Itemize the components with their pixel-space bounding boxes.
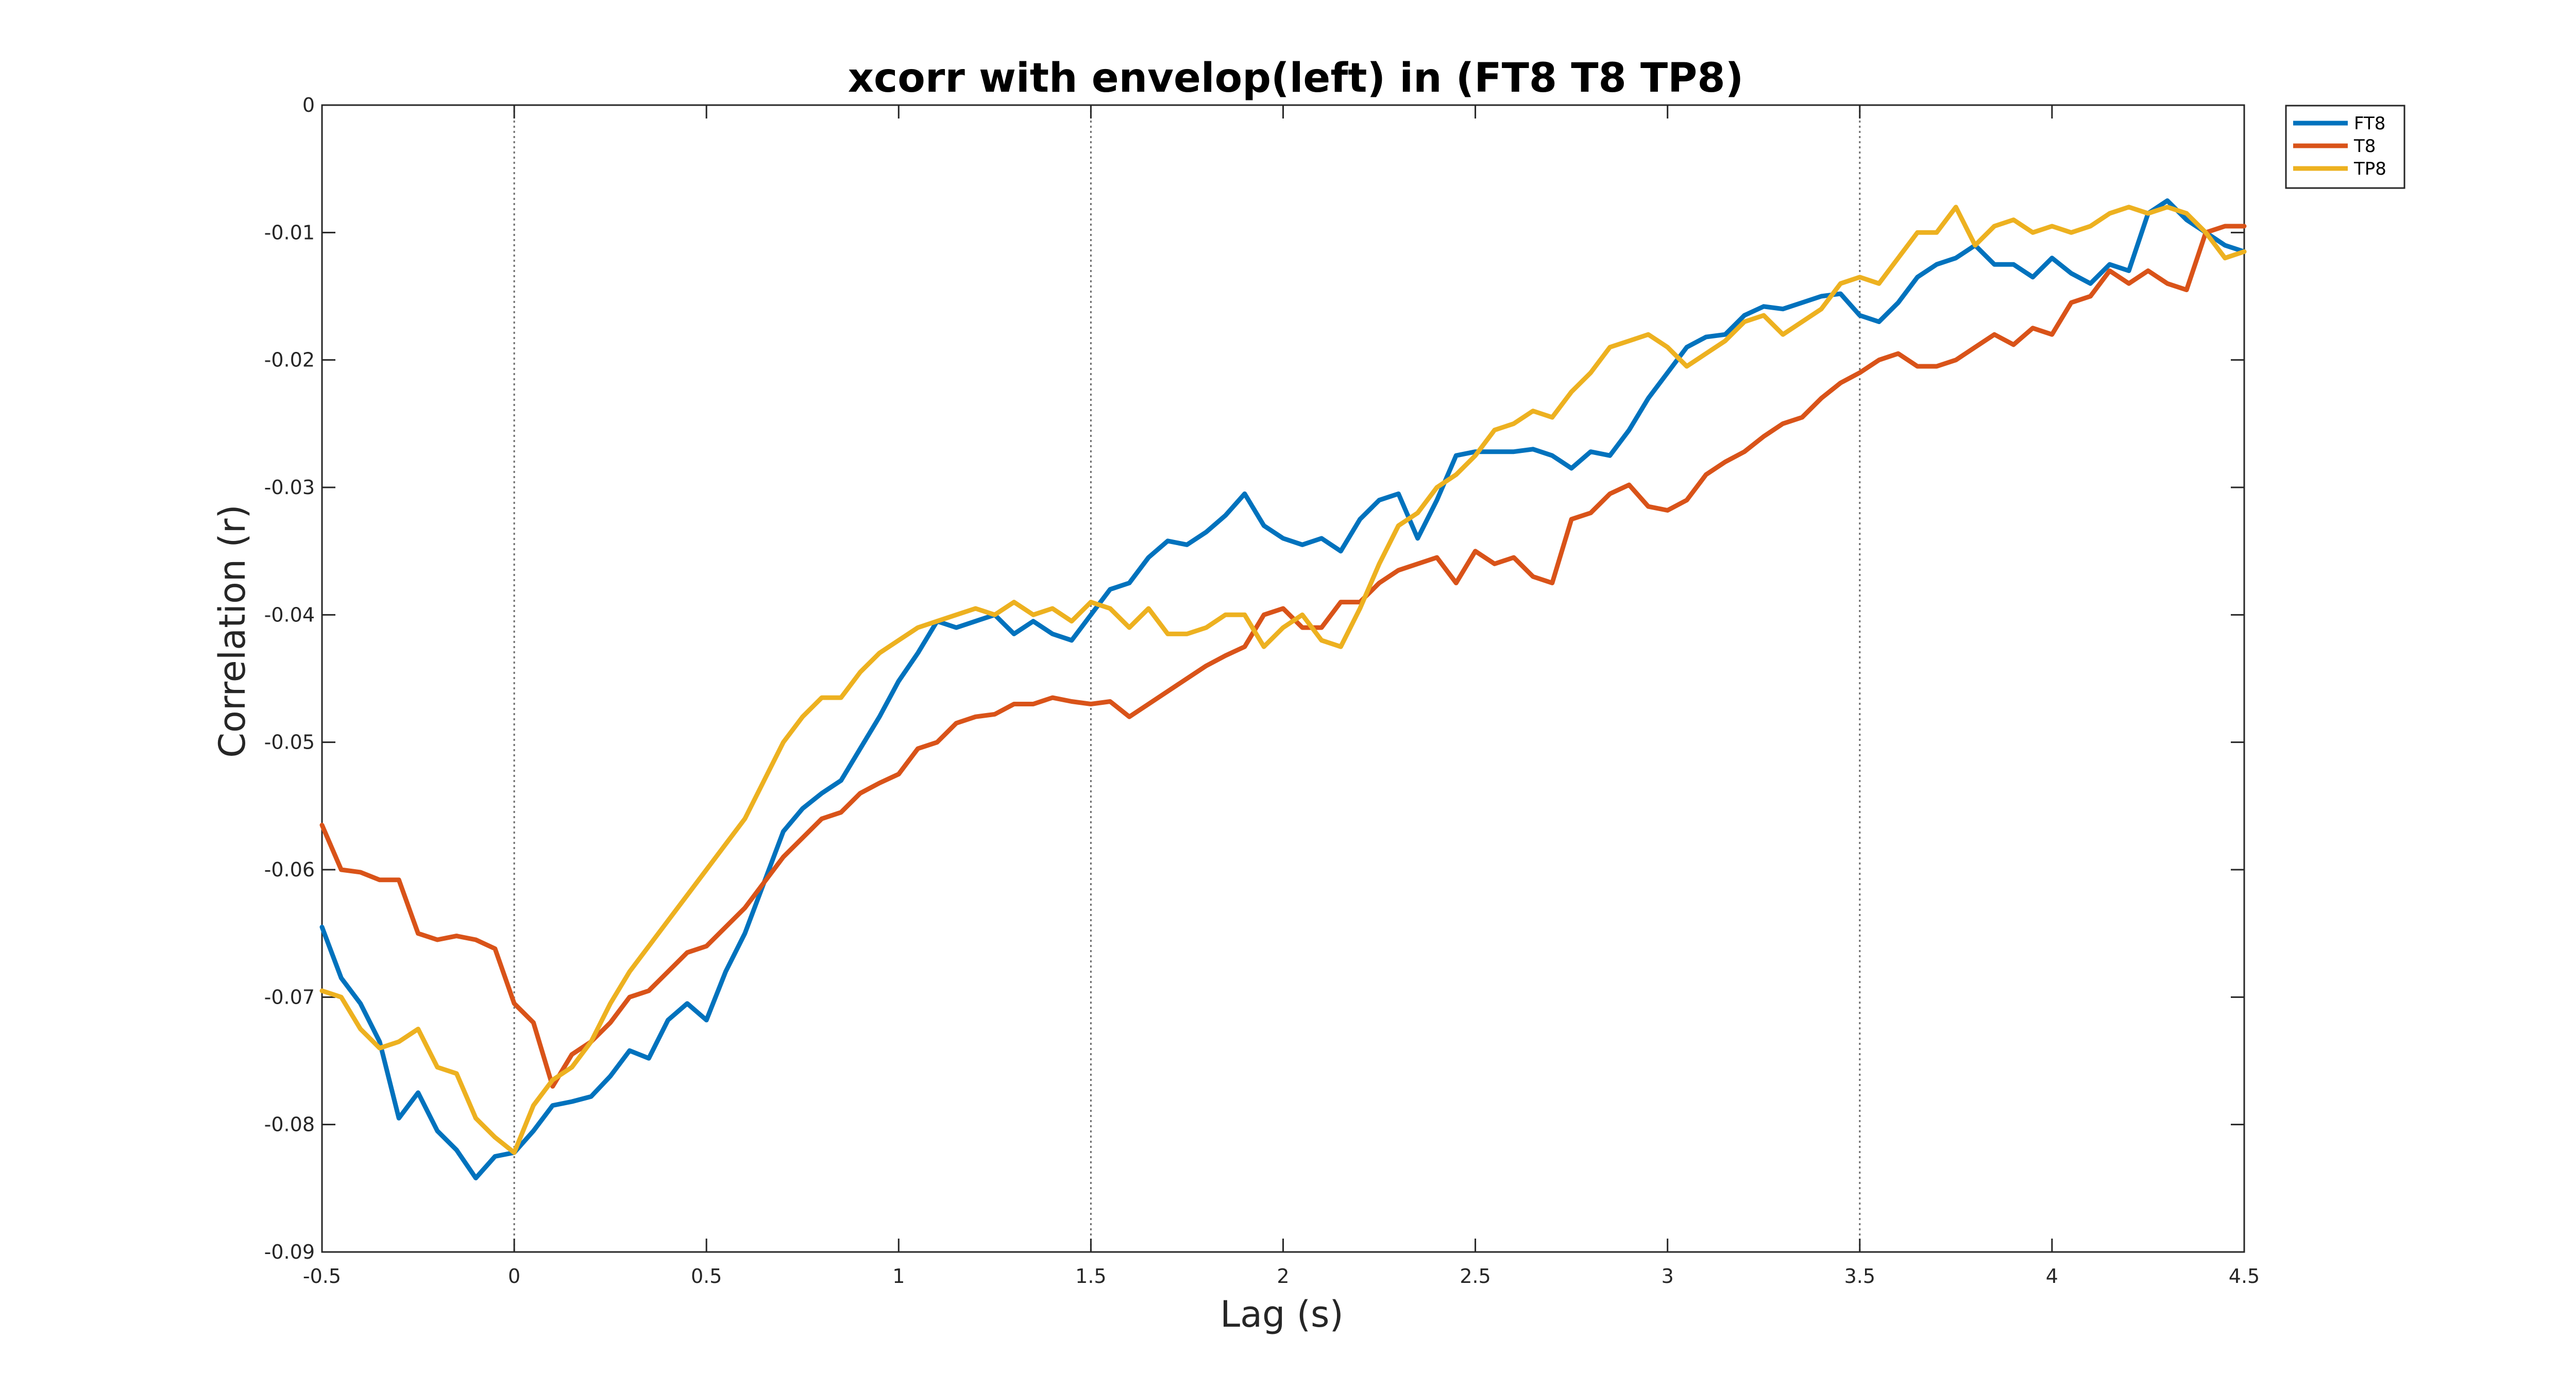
plot-area: -0.5 0 0.5 1 1.5 2 2.5 3 3.5 4 4.5 0 -0.01 -0.02 -0.03… [264,94,2260,1288]
y-tick-label: -0.02 [264,349,315,371]
series-line-tp8 [319,205,2247,1155]
x-tick-label: 1.5 [1075,1265,1106,1288]
x-tick-label: 0 [508,1265,520,1288]
y-tick-label: -0.05 [264,731,315,754]
x-tick-label: 3 [1662,1265,1674,1288]
y-tick-label: -0.08 [264,1113,315,1136]
legend-label-ft8: FT8 [2354,113,2385,134]
x-tick-label: 2.5 [1460,1265,1490,1288]
y-tick-label: -0.07 [264,986,315,1008]
y-tick-label: -0.09 [264,1241,315,1263]
x-tick-label: 2 [1277,1265,1289,1288]
x-tick-label: 4 [2046,1265,2058,1288]
x-tick-label: 0.5 [691,1265,722,1288]
y-axis-label: Correlation (r) [211,504,253,758]
y-tick-label: -0.06 [264,858,315,881]
series-line-ft8 [319,198,2247,1180]
x-tick-label: -0.5 [303,1265,341,1288]
y-tick-label: 0 [302,94,315,116]
y-tick-label: -0.04 [264,603,315,626]
legend-label-tp8: TP8 [2353,159,2386,179]
legend-label-t8: T8 [2353,136,2376,157]
x-axis-label: Lag (s) [1220,1293,1344,1335]
x-tick-label: 1 [892,1265,905,1288]
x-tick-label: 3.5 [1844,1265,1875,1288]
series-line-t8 [319,224,2247,1089]
plot-background [322,105,2244,1252]
x-tick-label: 4.5 [2229,1265,2260,1288]
y-tick-label: -0.01 [264,221,315,244]
chart-title: xcorr with envelop(left) in (FT8 T8 TP8) [848,55,1744,101]
y-tick-label: -0.03 [264,476,315,499]
